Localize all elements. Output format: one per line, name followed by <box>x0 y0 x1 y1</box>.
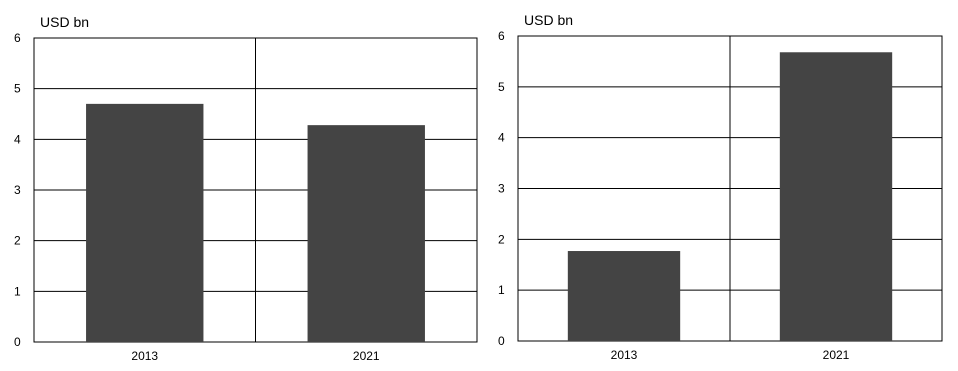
chart-left-x-tick-0: 2013 <box>131 349 158 363</box>
chart-right-x-tick-0: 2013 <box>611 348 638 362</box>
chart-right-y-tick-2: 2 <box>498 232 505 246</box>
bar-2021 <box>779 52 893 342</box>
chart-right-y-tick-3: 3 <box>498 182 505 196</box>
chart-left-unit-label: USD bn <box>40 14 89 30</box>
bar-2013 <box>86 103 204 342</box>
chart-right-bars <box>567 52 893 342</box>
chart-left-y-tick-2: 2 <box>14 234 21 248</box>
chart-right-y-tick-1: 1 <box>498 283 505 297</box>
chart-right-unit-label: USD bn <box>524 12 573 28</box>
chart-left: USD bn 0 1 2 3 4 5 6 2013 2021 <box>14 14 478 363</box>
chart-left-y-tick-0: 0 <box>14 335 21 349</box>
chart-left-y-tick-1: 1 <box>14 284 21 298</box>
chart-right-x-tick-1: 2021 <box>823 348 850 362</box>
chart-right-y-tick-5: 5 <box>498 80 505 94</box>
bar-2021 <box>307 125 425 342</box>
chart-left-y-tick-5: 5 <box>14 82 21 96</box>
chart-left-y-tick-4: 4 <box>14 132 21 146</box>
chart-right-y-tick-0: 0 <box>498 334 505 348</box>
bar-2013 <box>567 251 681 341</box>
chart-left-bars <box>86 103 425 342</box>
chart-left-y-tick-6: 6 <box>14 31 21 45</box>
chart-left-y-tick-3: 3 <box>14 183 21 197</box>
chart-right: USD bn 0 1 2 3 4 5 6 2013 2021 <box>498 12 943 362</box>
chart-left-x-tick-1: 2021 <box>353 349 380 363</box>
chart-right-y-tick-4: 4 <box>498 131 505 145</box>
chart-right-y-tick-6: 6 <box>498 29 505 43</box>
